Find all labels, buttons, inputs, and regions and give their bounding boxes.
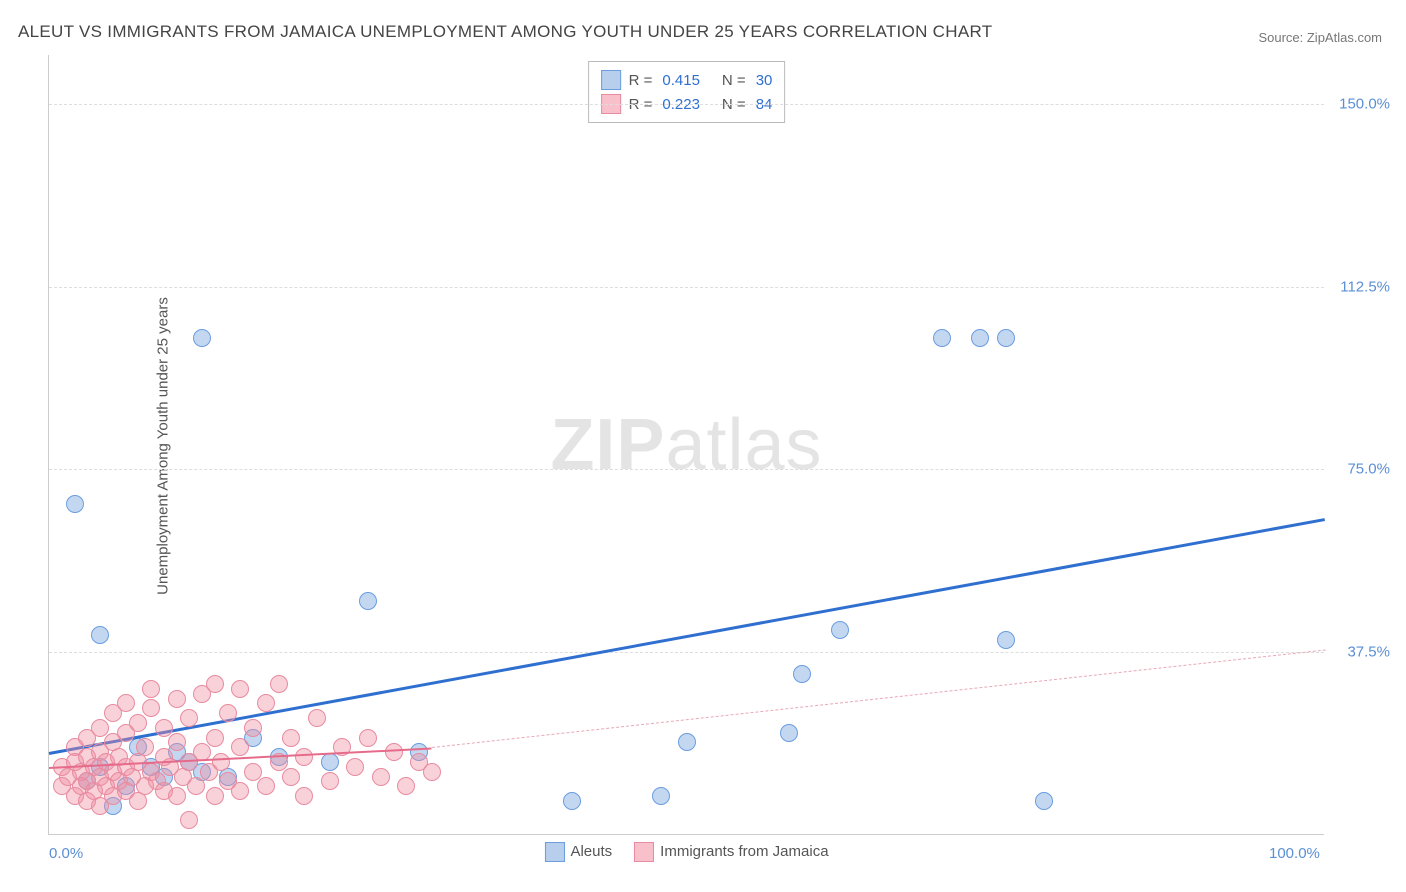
watermark-light: atlas xyxy=(665,405,822,485)
legend-r-label: R = xyxy=(629,72,653,89)
data-point xyxy=(652,787,670,805)
legend-swatch xyxy=(544,842,564,862)
data-point xyxy=(142,680,160,698)
legend-series-item: Aleuts xyxy=(544,842,612,862)
legend-series-item: Immigrants from Jamaica xyxy=(634,842,828,862)
legend-series-label: Aleuts xyxy=(570,843,612,860)
data-point xyxy=(295,748,313,766)
data-point xyxy=(295,787,313,805)
data-point xyxy=(1035,792,1053,810)
data-point xyxy=(397,777,415,795)
data-point xyxy=(212,753,230,771)
legend-swatch xyxy=(601,70,621,90)
trend-line xyxy=(432,650,1325,748)
grid-line xyxy=(49,469,1324,470)
data-point xyxy=(831,621,849,639)
data-point xyxy=(282,729,300,747)
data-point xyxy=(142,699,160,717)
data-point xyxy=(997,631,1015,649)
watermark-bold: ZIP xyxy=(550,405,665,485)
data-point xyxy=(180,811,198,829)
data-point xyxy=(91,626,109,644)
data-point xyxy=(168,733,186,751)
data-point xyxy=(933,329,951,347)
legend-n-value: 30 xyxy=(756,72,773,89)
data-point xyxy=(117,694,135,712)
data-point xyxy=(231,738,249,756)
data-point xyxy=(971,329,989,347)
y-tick-label: 112.5% xyxy=(1340,278,1390,295)
data-point xyxy=(321,753,339,771)
chart-title: ALEUT VS IMMIGRANTS FROM JAMAICA UNEMPLO… xyxy=(18,22,992,42)
legend-series: Aleuts Immigrants from Jamaica xyxy=(544,842,828,862)
data-point xyxy=(780,724,798,742)
data-point xyxy=(155,719,173,737)
y-tick-label: 75.0% xyxy=(1347,461,1390,478)
data-point xyxy=(219,704,237,722)
data-point xyxy=(66,495,84,513)
data-point xyxy=(346,758,364,776)
data-point xyxy=(168,787,186,805)
plot-area: ZIPatlas R =0.415N =30R =0.223N =84 Aleu… xyxy=(48,55,1324,835)
data-point xyxy=(244,719,262,737)
data-point xyxy=(282,768,300,786)
legend-stats: R =0.415N =30R =0.223N =84 xyxy=(588,61,786,123)
data-point xyxy=(997,329,1015,347)
data-point xyxy=(678,733,696,751)
data-point xyxy=(206,729,224,747)
data-point xyxy=(372,768,390,786)
grid-line xyxy=(49,287,1324,288)
watermark: ZIPatlas xyxy=(550,404,822,486)
legend-n-label: N = xyxy=(722,72,746,89)
data-point xyxy=(91,719,109,737)
data-point xyxy=(231,680,249,698)
data-point xyxy=(187,777,205,795)
data-point xyxy=(385,743,403,761)
data-point xyxy=(129,714,147,732)
data-point xyxy=(180,709,198,727)
data-point xyxy=(136,738,154,756)
data-point xyxy=(206,787,224,805)
legend-swatch xyxy=(634,842,654,862)
data-point xyxy=(359,729,377,747)
x-tick-label: 0.0% xyxy=(49,845,83,862)
data-point xyxy=(270,675,288,693)
data-point xyxy=(193,329,211,347)
grid-line xyxy=(49,652,1324,653)
data-point xyxy=(206,675,224,693)
data-point xyxy=(257,694,275,712)
grid-line xyxy=(49,104,1324,105)
data-point xyxy=(168,690,186,708)
data-point xyxy=(308,709,326,727)
x-tick-label: 100.0% xyxy=(1269,845,1320,862)
y-tick-label: 150.0% xyxy=(1339,95,1390,112)
data-point xyxy=(257,777,275,795)
data-point xyxy=(244,763,262,781)
y-tick-label: 37.5% xyxy=(1347,644,1390,661)
legend-stats-row: R = 0.415 N = 30 xyxy=(601,68,773,92)
legend-r-value: 0.415 xyxy=(662,72,700,89)
data-point xyxy=(793,665,811,683)
data-point xyxy=(321,772,339,790)
data-point xyxy=(423,763,441,781)
legend-series-label: Immigrants from Jamaica xyxy=(660,843,828,860)
source-attribution: Source: ZipAtlas.com xyxy=(1258,30,1382,45)
data-point xyxy=(231,782,249,800)
data-point xyxy=(359,592,377,610)
data-point xyxy=(563,792,581,810)
